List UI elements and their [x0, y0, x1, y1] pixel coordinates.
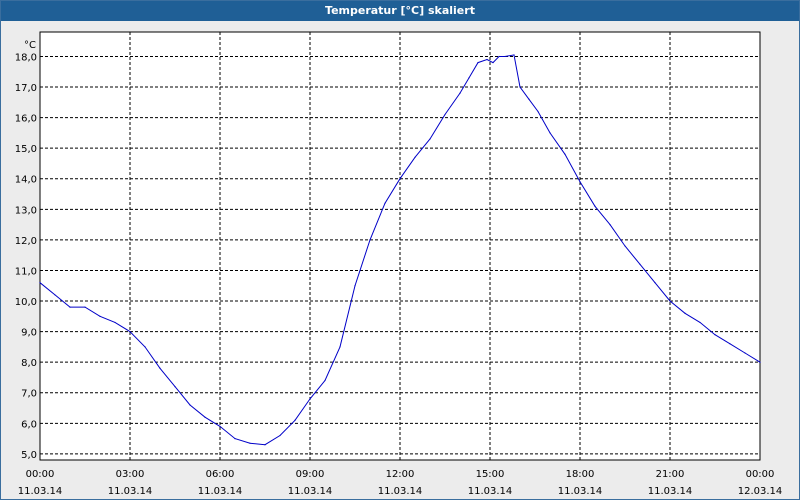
- x-tick-time: 21:00: [656, 469, 685, 480]
- data-point: [594, 205, 596, 207]
- data-point: [279, 434, 281, 437]
- y-tick-label: 8,0: [21, 358, 37, 369]
- y-axis-unit-label: °C: [24, 40, 36, 51]
- data-point: [249, 442, 251, 444]
- x-tick-labels: 00:00 11.03.14 03:00 11.03.14 06:00 11.03.14 0…: [18, 469, 783, 497]
- x-tick-date: 11.03.14: [18, 486, 63, 497]
- y-tick-label: 14,0: [15, 175, 37, 186]
- data-point: [549, 132, 551, 134]
- x-tick-date: 11.03.14: [558, 486, 603, 497]
- x-tick-time: 00:00: [746, 469, 775, 480]
- data-point: [537, 110, 539, 113]
- data-point: [39, 282, 41, 284]
- x-tick-date: 11.03.14: [468, 486, 513, 497]
- plot-area: [39, 31, 761, 461]
- data-point: [204, 416, 206, 418]
- data-point: [654, 282, 656, 284]
- data-point: [99, 315, 101, 317]
- x-tick-time: 09:00: [296, 469, 325, 480]
- data-point: [498, 55, 500, 58]
- data-point: [468, 77, 470, 79]
- data-point: [513, 54, 515, 56]
- data-point: [69, 306, 71, 308]
- series-points: [39, 54, 761, 446]
- data-point: [714, 334, 716, 336]
- x-tick-date: 12.03.14: [738, 486, 783, 497]
- y-tick-label: 9,0: [21, 328, 37, 339]
- data-point: [459, 92, 461, 94]
- y-tick-label: 18,0: [15, 52, 37, 63]
- data-point: [684, 312, 686, 314]
- data-point: [399, 178, 401, 180]
- data-point: [759, 361, 761, 363]
- y-tick-label: 16,0: [15, 114, 37, 125]
- y-tick-label: 15,0: [15, 144, 37, 155]
- data-point: [486, 58, 488, 61]
- y-tick-label: 13,0: [15, 205, 37, 216]
- data-point: [519, 86, 521, 88]
- x-tick-date: 11.03.14: [198, 486, 243, 497]
- data-point: [264, 444, 266, 446]
- x-tick-date: 11.03.14: [108, 486, 153, 497]
- data-point: [369, 239, 371, 241]
- x-tick-time: 15:00: [476, 469, 505, 480]
- data-point: [639, 263, 641, 265]
- x-tick-time: 12:00: [386, 469, 415, 480]
- x-tick-time: 00:00: [26, 469, 55, 480]
- y-tick-label: 10,0: [15, 297, 37, 308]
- data-point: [414, 156, 416, 158]
- data-point: [504, 55, 506, 58]
- y-tick-label: 7,0: [21, 389, 37, 400]
- data-point: [669, 300, 671, 302]
- data-point: [84, 306, 86, 308]
- data-point: [477, 61, 479, 64]
- y-tick-label: 12,0: [15, 236, 37, 247]
- window-title: Temperatur [°C] skaliert: [1, 1, 799, 21]
- data-point: [129, 331, 131, 333]
- x-tick-time: 03:00: [116, 469, 145, 480]
- data-point: [159, 367, 161, 369]
- data-point: [219, 425, 221, 427]
- data-point: [324, 379, 326, 382]
- data-point: [384, 202, 386, 204]
- data-point: [54, 294, 56, 296]
- series-line-temperature: [39, 54, 761, 446]
- data-point: [444, 113, 446, 116]
- y-tick-label: 6,0: [21, 419, 37, 430]
- data-point: [189, 404, 191, 406]
- y-tick-labels: 5,0 6,0 7,0 8,0 9,0 10,0 11,0 12,0 13,0 14,0 15,0 1…: [15, 52, 37, 460]
- data-point: [429, 138, 431, 140]
- data-point: [339, 346, 341, 348]
- x-tick-date: 11.03.14: [288, 486, 333, 497]
- x-tick-time: 18:00: [566, 469, 595, 480]
- data-point: [528, 98, 530, 100]
- data-point: [174, 386, 176, 388]
- data-point: [564, 153, 566, 155]
- data-point: [579, 181, 581, 183]
- data-point: [294, 419, 296, 421]
- data-point: [699, 321, 701, 324]
- data-point: [609, 224, 611, 226]
- data-point: [144, 346, 146, 348]
- data-point: [744, 352, 746, 354]
- x-tick-time: 06:00: [206, 469, 235, 480]
- x-tick-date: 11.03.14: [378, 486, 423, 497]
- y-tick-label: 11,0: [15, 266, 37, 277]
- data-point: [114, 321, 116, 324]
- data-point: [234, 438, 236, 440]
- data-point: [729, 343, 731, 345]
- x-tick-date: 11.03.14: [648, 486, 693, 497]
- data-point: [492, 61, 494, 64]
- y-tick-label: 17,0: [15, 83, 37, 94]
- data-point: [624, 245, 626, 247]
- y-tick-label: 5,0: [21, 450, 37, 461]
- data-point: [354, 285, 356, 287]
- data-point: [309, 398, 311, 400]
- grid-x: [129, 32, 671, 460]
